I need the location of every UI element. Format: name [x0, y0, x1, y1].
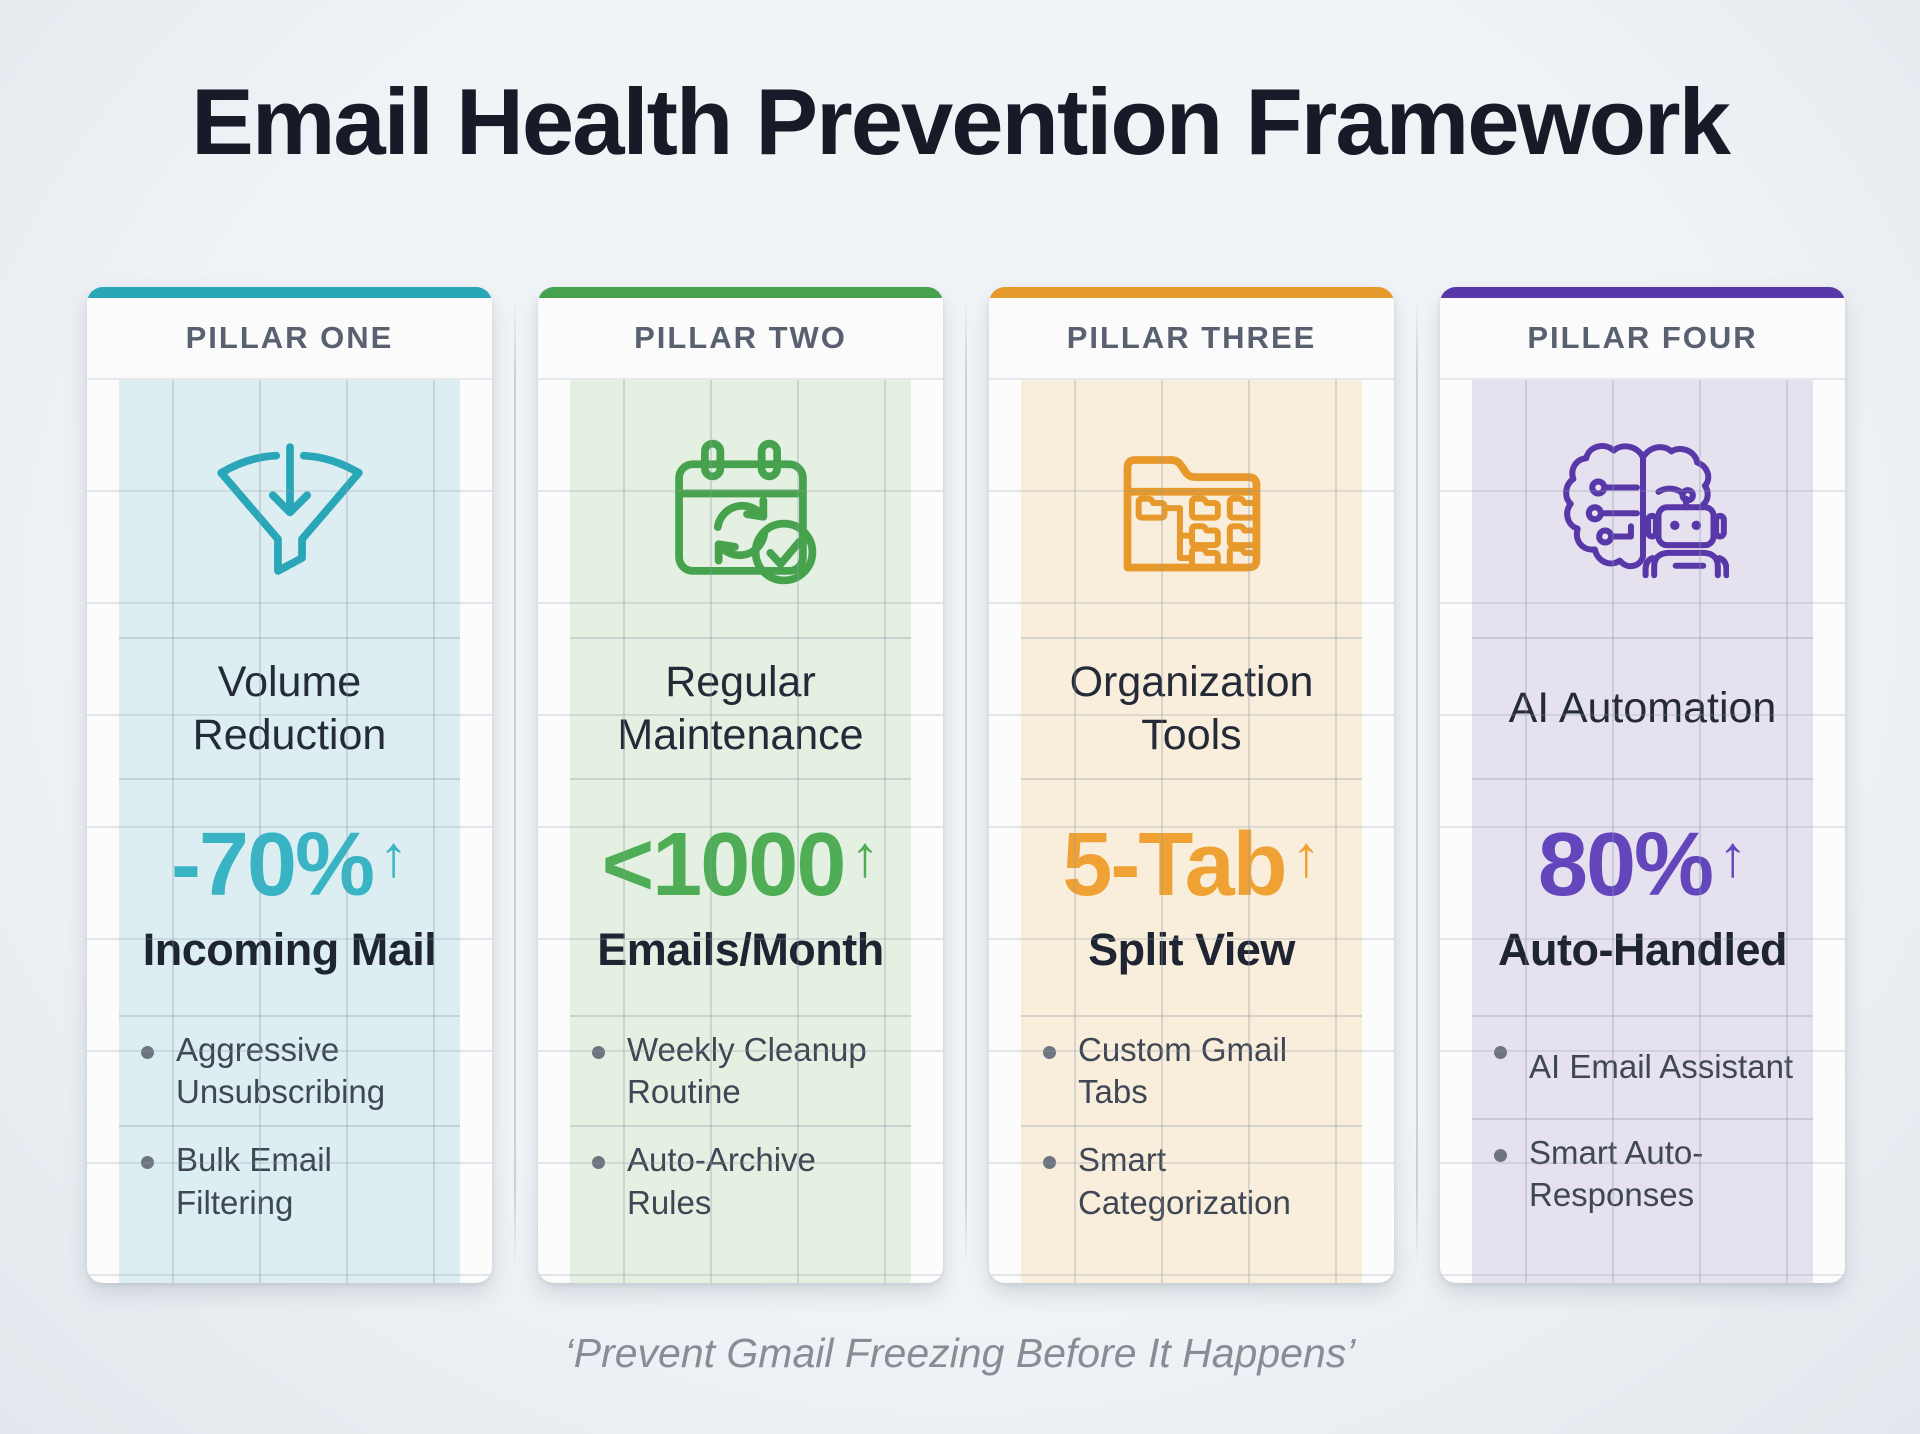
up-arrow-icon: ↑	[1718, 823, 1748, 889]
pillar-two-panel: Regular Maintenance <1000 ↑ Emails/Month…	[570, 380, 911, 1283]
page-title: Email Health Prevention Framework	[191, 69, 1731, 174]
pillar-three-bullets: Custom Gmail Tabs Smart Categorization	[1021, 1015, 1362, 1236]
up-arrow-icon: ↑	[379, 823, 409, 889]
list-item: Aggressive Unsubscribing	[119, 1015, 460, 1125]
pillar-three-header: PILLAR THREE	[989, 298, 1394, 380]
accent-bar	[87, 287, 492, 298]
bullet-dot	[1494, 1046, 1507, 1059]
pillar-cards-row: PILLAR ONE Volume Reduction	[87, 287, 1848, 1283]
list-item: Smart Auto-Responses	[1472, 1118, 1813, 1228]
bullet-dot	[1043, 1046, 1056, 1059]
pillar-one-bullets: Aggressive Unsubscribing Bulk Email Filt…	[119, 1015, 460, 1236]
pillar-four-panel: AI Automation 80% ↑ Auto-Handled AI Emai…	[1472, 380, 1813, 1283]
card-divider	[1416, 297, 1418, 1269]
accent-bar	[989, 287, 1394, 298]
stat-label: Split View	[1088, 923, 1295, 975]
pillar-four-card: PILLAR FOUR	[1440, 287, 1845, 1283]
pillar-four-header: PILLAR FOUR	[1440, 298, 1845, 380]
list-item: Custom Gmail Tabs	[1021, 1015, 1362, 1125]
list-item: Auto-Archive Rules	[570, 1125, 911, 1235]
pillar-four-body: AI Automation 80% ↑ Auto-Handled AI Emai…	[1440, 380, 1845, 1283]
ai-brain-robot-icon	[1472, 380, 1813, 637]
up-arrow-icon: ↑	[1291, 823, 1321, 889]
up-arrow-icon: ↑	[850, 823, 880, 889]
pillar-one-body: Volume Reduction -70% ↑ Incoming Mail Ag…	[87, 380, 492, 1283]
card-divider	[514, 297, 516, 1269]
bullet-dot	[592, 1156, 605, 1170]
pillar-four-bullets: AI Email Assistant Smart Auto-Responses	[1472, 1015, 1813, 1228]
pillar-four-title: AI Automation	[1472, 637, 1813, 778]
bullet-dot	[1043, 1156, 1056, 1170]
pillar-three-body: Organization Tools 5-Tab ↑ Split View Cu…	[989, 380, 1394, 1283]
list-item: Weekly Cleanup Routine	[570, 1015, 911, 1125]
stat-label: Emails/Month	[597, 923, 884, 975]
pillar-three-title: Organization Tools	[1021, 637, 1362, 778]
pillar-two-title: Regular Maintenance	[570, 637, 911, 778]
pillar-one-title: Volume Reduction	[119, 637, 460, 778]
stat-value: 80%	[1537, 814, 1714, 915]
bullet-dot	[141, 1046, 154, 1059]
card-divider	[965, 297, 967, 1269]
pillar-one-stat: -70% ↑ Incoming Mail	[119, 778, 460, 1015]
stat-label: Incoming Mail	[142, 923, 437, 975]
pillar-one-header: PILLAR ONE	[87, 298, 492, 380]
pillar-two-card: PILLAR TWO	[538, 287, 943, 1283]
calendar-sync-icon	[570, 380, 911, 637]
folder-tree-icon	[1021, 380, 1362, 637]
pillar-three-card: PILLAR THREE	[989, 287, 1394, 1283]
list-item: Bulk Email Filtering	[119, 1125, 460, 1235]
accent-bar	[538, 287, 943, 298]
pillar-two-stat: <1000 ↑ Emails/Month	[570, 778, 911, 1015]
pillar-two-body: Regular Maintenance <1000 ↑ Emails/Month…	[538, 380, 943, 1283]
funnel-down-icon	[119, 380, 460, 637]
stat-value: 5-Tab	[1062, 814, 1287, 915]
list-item: AI Email Assistant	[1472, 1015, 1813, 1118]
bullet-dot	[1494, 1149, 1507, 1162]
pillar-four-stat: 80% ↑ Auto-Handled	[1472, 778, 1813, 1015]
stat-value: <1000	[601, 814, 847, 915]
bullet-dot	[141, 1156, 154, 1170]
pillar-three-panel: Organization Tools 5-Tab ↑ Split View Cu…	[1021, 380, 1362, 1283]
pillar-three-stat: 5-Tab ↑ Split View	[1021, 778, 1362, 1015]
stat-value: -70%	[170, 814, 375, 915]
footer-quote: ‘Prevent Gmail Freezing Before It Happen…	[564, 1330, 1356, 1376]
pillar-one-panel: Volume Reduction -70% ↑ Incoming Mail Ag…	[119, 380, 460, 1283]
pillar-one-card: PILLAR ONE Volume Reduction	[87, 287, 492, 1283]
bullet-dot	[592, 1046, 605, 1059]
pillar-two-bullets: Weekly Cleanup Routine Auto-Archive Rule…	[570, 1015, 911, 1236]
list-item: Smart Categorization	[1021, 1125, 1362, 1235]
stat-label: Auto-Handled	[1498, 923, 1787, 975]
pillar-two-header: PILLAR TWO	[538, 298, 943, 380]
accent-bar	[1440, 287, 1845, 298]
